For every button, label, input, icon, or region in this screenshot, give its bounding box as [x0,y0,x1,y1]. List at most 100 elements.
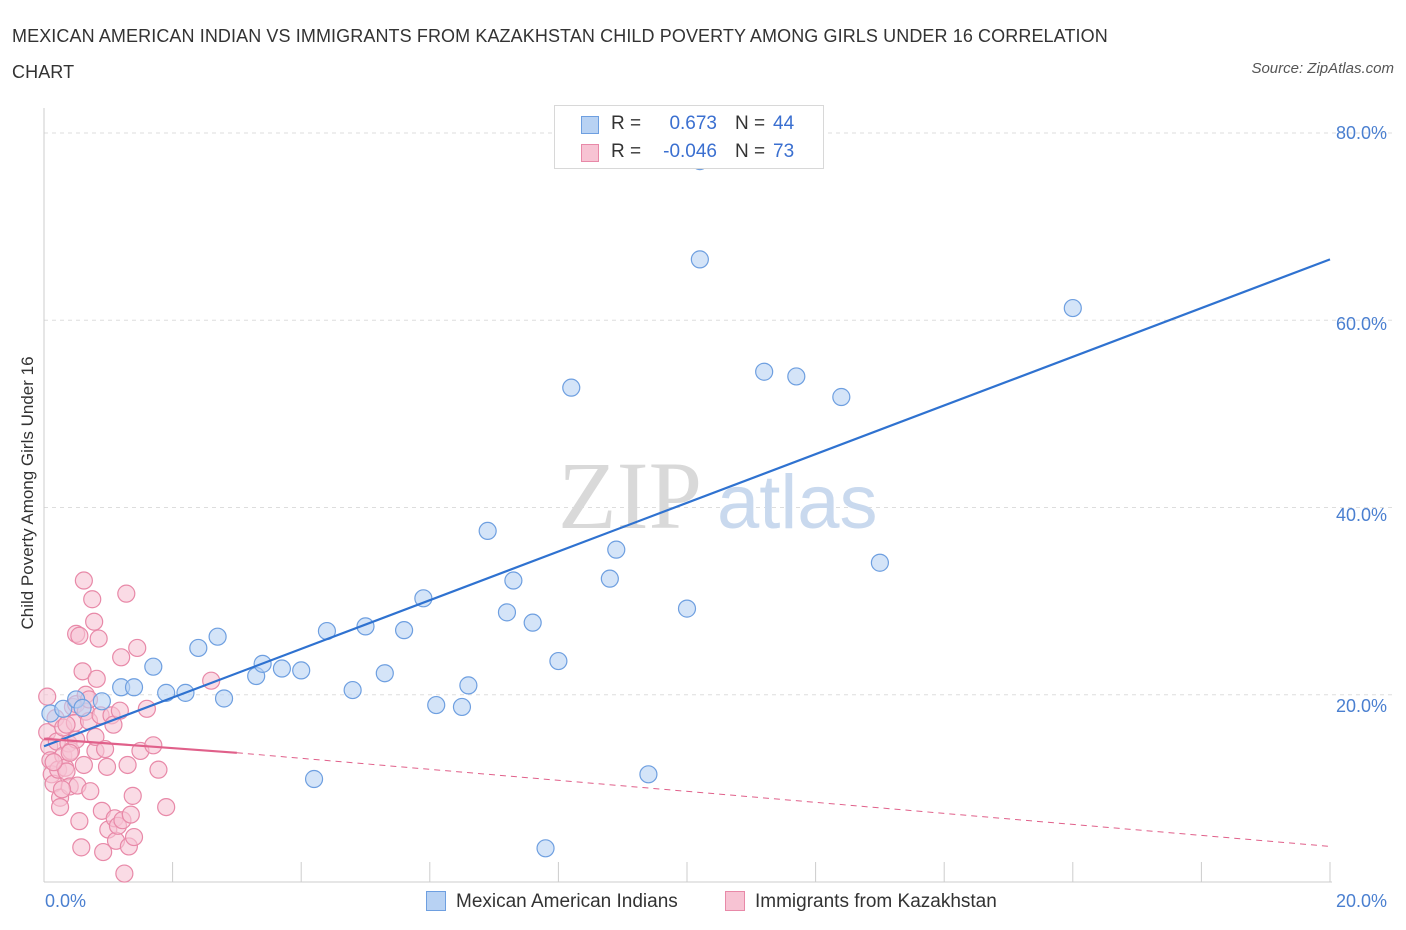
kazakhstan-points [38,571,221,883]
mexican-american-indian-point [755,362,774,381]
mexican-american-indian-point [690,250,709,269]
kazakhstan-point [115,864,134,883]
mexican-american-indian-point [787,367,806,386]
mexican-american-indian-point [157,683,176,702]
mexican-american-indian-point [832,387,851,407]
kazakhstan-point [97,757,117,776]
legend-row-blue: R = 0.673 N = 44 [555,110,823,138]
kazakhstan-point [121,805,140,824]
legend-n-value: 73 [773,141,795,162]
x-tick-label-max: 20.0% [1336,891,1388,911]
kazakhstan-point [117,584,136,603]
mexican-american-indian-point [523,613,542,632]
kazakhstan-point [124,827,144,847]
mexican-american-indian-point [124,678,144,697]
mexican-american-indian-point [497,603,517,622]
mexican-american-indian-point [189,638,208,658]
mexican-american-indian-point [639,765,658,784]
kazakhstan-point [94,842,113,862]
legend-swatch-blue [581,116,599,134]
kazakhstan-point [83,590,102,609]
mexican-american-indian-point [536,839,555,858]
mexican-american-indian-point [343,680,362,700]
trend-lines [43,258,1331,847]
legend-r-value: 0.673 [669,113,717,134]
mexican-american-indian-point [208,627,227,646]
kazakhstan-point [44,753,63,772]
series-swatch-pink [725,891,745,911]
blue-trend-line [43,258,1331,748]
mexican-american-indian-point [272,659,292,678]
kazakhstan-point [70,626,89,645]
kazakhstan-point [112,648,131,667]
mexican-american-indian-point [54,699,73,718]
kazakhstan-point [38,687,57,706]
legend-r-label: R = [611,141,642,162]
kazakhstan-point [95,739,115,759]
grid-lines [44,132,1392,696]
legend-n-label: N = [735,113,766,134]
kazakhstan-point [87,669,106,688]
series-legend-blue: Mexican American Indians [426,889,678,915]
kazakhstan-point [60,743,79,762]
watermark-atlas: atlas [717,460,878,545]
mexican-american-indian-point [292,661,311,680]
legend-r-value: -0.046 [663,141,717,162]
chart-title: MEXICAN AMERICAN INDIAN VS IMMIGRANTS FR… [12,26,1108,82]
kazakhstan-point [118,755,137,775]
kazakhstan-point [57,715,76,734]
kazakhstan-point [72,838,91,857]
kazakhstan-point [73,662,92,681]
mexican-american-indian-point [304,769,324,789]
x-tick-label-min: 0.0% [45,891,87,911]
kazakhstan-point [128,638,147,658]
mexican-american-indian-point [677,599,697,618]
mexican-american-indian-point [427,695,446,715]
legend-n-value: 44 [773,113,795,134]
pink-trend-line-dashed [236,752,1331,847]
source-label: Source: ZipAtlas.com [1251,60,1394,77]
mexican-american-indian-point [459,676,478,695]
pink-trend-line-solid [43,737,237,754]
legend-row-pink: R = -0.046 N = 73 [555,138,823,166]
mexican-american-indian-point [549,651,568,671]
kazakhstan-point [70,812,89,831]
kazakhstan-point [85,612,104,631]
y-tick-label-20: 20.0% [1336,696,1388,716]
legend-n-label: N = [735,141,766,162]
legend-r-label: R = [611,113,642,134]
mexican-american-indian-point [394,621,414,640]
kazakhstan-point [74,755,93,775]
series-legend-pink: Immigrants from Kazakhstan [725,889,997,915]
y-tick-label-60: 60.0% [1336,314,1388,334]
y-tick-label-40: 40.0% [1336,505,1388,525]
mexican-american-indian-point [870,553,890,572]
series-swatch-blue [426,891,446,911]
watermark: ZIP atlas [558,442,878,549]
kazakhstan-point [52,780,72,799]
mexican-american-indian-point [452,697,472,717]
series-name-blue: Mexican American Indians [456,891,678,912]
mexican-american-indian-point [478,521,497,541]
mexican-american-indian-point [504,571,523,590]
y-axis-title: Child Poverty Among Girls Under 16 [18,356,37,630]
kazakhstan-point [74,571,93,590]
mexican-american-indian-point [73,698,92,717]
kazakhstan-point [123,786,142,805]
mexican-american-indian-point [607,540,626,559]
kazakhstan-point [157,797,176,817]
mexican-american-indian-point [600,569,619,588]
series-name-pink: Immigrants from Kazakhstan [755,891,997,912]
mexican-american-indian-point [562,378,581,397]
kazakhstan-point [81,782,100,801]
kazakhstan-point [149,760,168,779]
kazakhstan-point [50,797,70,817]
mexican-american-indian-point [144,657,163,676]
mexican-american-indian-point [214,689,234,708]
legend-swatch-pink [581,144,599,162]
mexican-american-indian-point [92,692,111,711]
correlation-legend: R = 0.673 N = 44 R = -0.046 N = 73 [554,105,824,169]
mexican-american-indian-point [375,664,394,683]
watermark-zip: ZIP [558,442,702,549]
